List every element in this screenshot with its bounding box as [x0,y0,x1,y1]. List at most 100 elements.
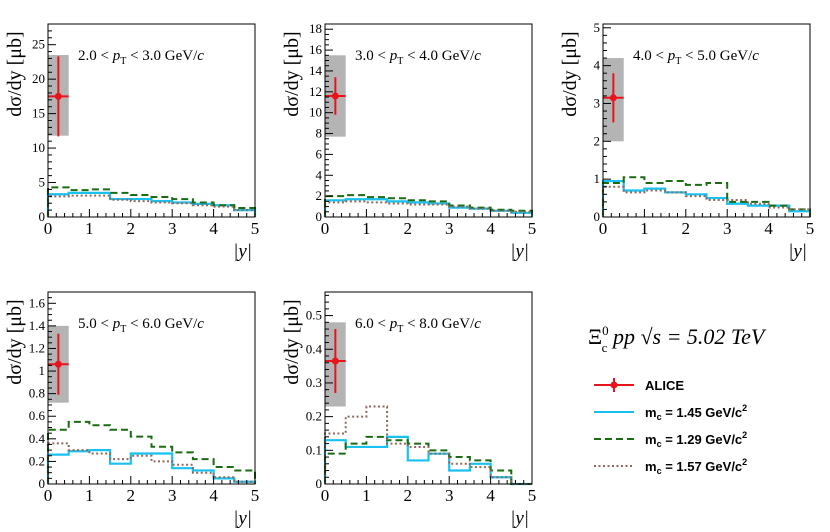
y-tick-label: 20 [32,71,45,86]
y-tick-label: 0.8 [29,386,45,401]
legend-label: mc = 1.57 GeV/c2 [645,457,747,476]
y-tick-label: 3 [594,95,601,110]
legend-entry-4: mc = 1.57 GeV/c2 [594,457,747,476]
annotation-rest: pp √s = 5.02 TeV [607,324,766,349]
y-tick-label: 2 [594,133,601,148]
x-axis-ticks [47,209,256,217]
y-tick-label: 4 [594,58,601,73]
x-axis-label: |y| [233,241,252,262]
y-tick-label: 10 [32,140,45,155]
histogram-dotted [47,442,256,484]
y-tick-label: 0 [316,209,323,224]
pt-bin-title: 3.0 < pT < 4.0 GeV/c [355,48,481,67]
legend-marker-dot [610,381,618,389]
y-axis-ticks [603,27,611,218]
legend-label: mc = 1.29 GeV/c2 [645,430,747,449]
y-tick-label: 4 [316,167,323,182]
panel-3: 0 1 2 3 4 5 0 1 2 3 4 5 |y| dσ/dy [μb] 4.0 < pT < 5.0 … [559,20,814,262]
y-axis-ticks [48,23,56,218]
y-tick-label: 10 [309,105,322,120]
x-tick-label: 1 [640,219,649,238]
x-tick-label: 4 [486,219,495,238]
legend-entry-3: mc = 1.29 GeV/c2 [594,430,747,449]
y-tick-label: 0 [594,209,601,224]
panel-5: 0 0.1 0.2 0.3 0.4 0.5 0 1 2 3 4 5 |y| dσ/dy [μb] 6.0 <… [281,291,537,529]
histogram-dashed [324,435,532,485]
annotation-superscript: 0 [602,323,609,338]
x-tick-label: 4 [209,219,218,238]
x-tick-label: 0 [44,486,53,505]
y-tick-label: 0.6 [29,408,46,423]
x-tick-label: 5 [251,486,260,505]
x-tick-label: 3 [168,486,177,505]
y-tick-label: 14 [309,63,323,78]
x-tick-label: 3 [445,219,454,238]
plot-frame [602,23,811,218]
y-axis-label: dσ/dy [μb] [4,31,26,116]
x-axis-label: |y| [788,241,807,262]
x-tick-label: 4 [764,219,773,238]
y-tick-label: 18 [309,21,322,36]
y-axis-ticks [325,294,333,485]
y-tick-label: 0.4 [306,341,323,356]
y-tick-label: 12 [309,84,322,99]
x-tick-label: 2 [127,486,136,505]
x-tick-label: 0 [44,219,53,238]
y-tick-label: 0.1 [306,442,322,457]
y-tick-label: 8 [316,126,323,141]
data-point-marker [609,94,617,102]
annotation-particle: Ξ [588,324,602,349]
x-tick-label: 4 [209,486,218,505]
x-tick-label: 5 [528,219,537,238]
data-point-marker [331,92,339,100]
data-point-marker [54,360,62,368]
x-axis-label: |y| [510,508,529,529]
y-tick-label: 15 [32,106,45,121]
x-tick-label: 5 [806,219,815,238]
y-tick-label: 16 [309,42,323,57]
y-tick-label: 1.2 [29,340,45,355]
y-tick-label: 1.6 [29,295,46,310]
histogram-solid [46,449,257,484]
y-tick-label: 0.4 [29,431,46,446]
x-axis-ticks [602,209,811,217]
x-tick-label: 5 [528,486,537,505]
x-tick-label: 1 [85,486,94,505]
y-tick-label: 5 [39,175,46,190]
histogram-dotted [324,405,532,485]
x-tick-label: 2 [127,219,136,238]
y-tick-label: 25 [32,37,45,52]
legend-entry-1: ALICE [594,378,684,393]
histogram-dashed [47,186,256,217]
x-axis-ticks [324,209,533,217]
legend-entry-2: mc = 1.45 GeV/c2 [594,403,747,422]
plot-frame [324,23,533,218]
plot-frame [324,291,533,485]
x-tick-label: 0 [321,486,330,505]
y-tick-label: 1 [594,171,601,186]
y-tick-label: 1.4 [29,318,46,333]
panel-4: 0 0.2 0.4 0.6 0.8 1 1.2 1.4 1.6 0 1 2 3 4 5 |y| dσ/dy [μ… [4,291,260,529]
pt-bin-title: 4.0 < pT < 5.0 GeV/c [633,48,759,67]
x-tick-label: 5 [251,219,260,238]
histogram-dotted [47,194,256,217]
y-tick-label: 0.5 [306,308,322,323]
y-tick-label: 0.3 [306,375,322,390]
x-axis-label: |y| [510,241,529,262]
panel-1: 0 5 10 15 20 25 0 1 2 3 4 5 |y| dσ/dy [μb] 2.0 < pT < … [4,23,260,262]
histogram-dotted [324,200,533,217]
y-tick-label: 0 [39,209,46,224]
y-tick-label: 0 [316,476,323,491]
x-tick-label: 1 [362,219,371,238]
histogram-dashed [47,420,256,484]
pt-bin-title: 2.0 < pT < 3.0 GeV/c [78,48,204,67]
y-tick-label: 0.2 [29,453,45,468]
x-tick-label: 3 [723,219,732,238]
x-tick-label: 2 [404,486,413,505]
x-tick-label: 2 [404,219,413,238]
histogram-dashed [602,176,811,217]
annotation-subscript: c [602,340,608,355]
x-axis-ticks [47,476,256,484]
